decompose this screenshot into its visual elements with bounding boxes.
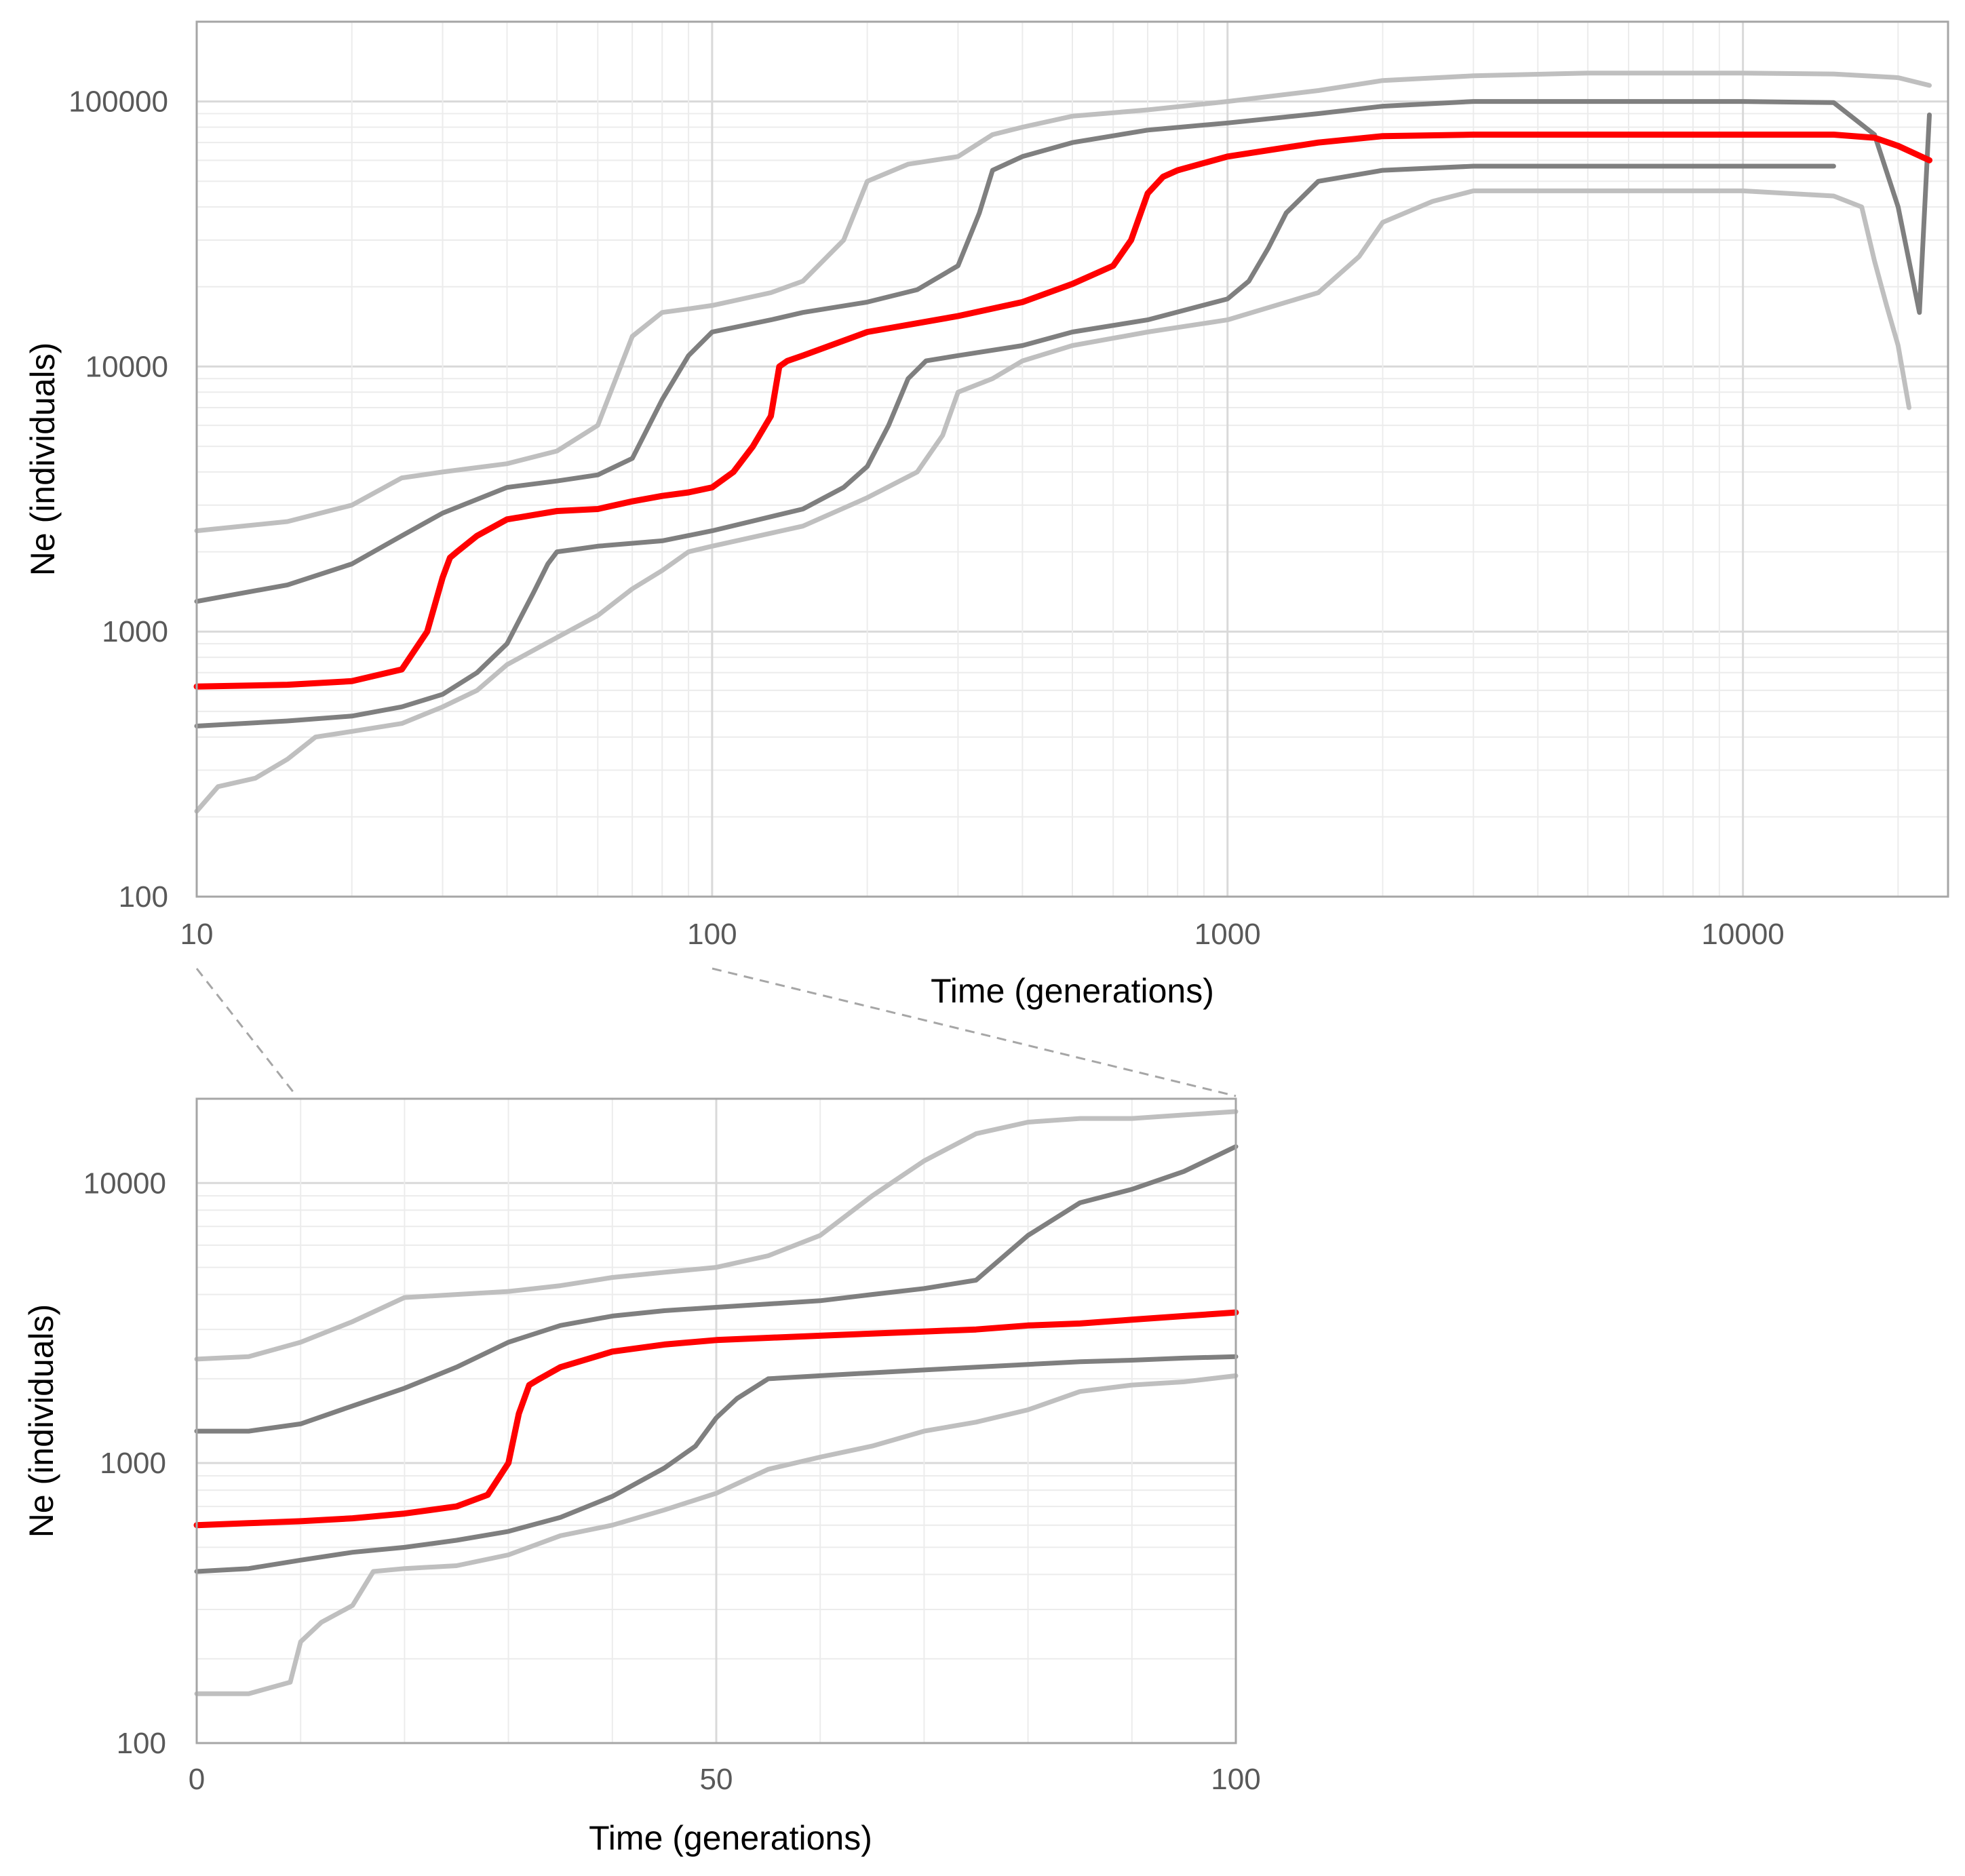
top-series-median	[193, 132, 1932, 690]
bottom-series-lower-bound-inner	[194, 1354, 1239, 1574]
bottom-plot-frame	[195, 1097, 1237, 1744]
bottom-y-tick-label: 100	[117, 1727, 166, 1760]
top-series-lower-bound-outer	[194, 188, 1911, 814]
zoom-connector-right	[712, 967, 1237, 1097]
top-y-tick-label: 1000	[102, 615, 168, 648]
top-x-axis-title: Time (generations)	[931, 972, 1214, 1010]
bottom-series-lower-bound-outer	[194, 1373, 1239, 1696]
top-x-tick-label: 10000	[1701, 918, 1784, 951]
top-y-axis-title: Ne (individuals)	[24, 343, 62, 577]
bottom-x-tick-label: 100	[1211, 1763, 1260, 1796]
top-chart: 10 100 1000 10000 100 1000 10000 100000 Time (…	[24, 20, 1949, 1010]
top-series-upper-bound-outer	[194, 71, 1932, 534]
top-y-tick-label: 100	[119, 880, 168, 914]
top-x-tick-labels: 10 100 1000 10000	[180, 918, 1785, 951]
top-gridlines	[195, 21, 1948, 898]
top-y-tick-label: 100000	[69, 85, 168, 119]
bottom-x-tick-label: 50	[700, 1763, 733, 1796]
bottom-x-axis-title: Time (generations)	[589, 1819, 872, 1857]
top-y-tick-label: 10000	[85, 350, 168, 383]
top-x-tick-label: 100	[687, 918, 737, 951]
bottom-x-tick-labels: 0 50 100	[189, 1763, 1261, 1796]
bottom-y-tick-label: 10000	[83, 1167, 166, 1200]
bottom-series-lines	[193, 1109, 1239, 1696]
zoom-connector-left	[195, 968, 298, 1097]
top-series-upper-bound-inner	[194, 99, 1932, 604]
top-series-lines	[193, 71, 1932, 814]
top-x-tick-label: 10	[180, 918, 214, 951]
bottom-series-upper-bound-outer	[194, 1109, 1239, 1362]
bottom-chart: 0 50 100 100 1000 10000 Time (generations) N…	[22, 1097, 1261, 1857]
bottom-y-tick-label: 1000	[100, 1447, 166, 1480]
bottom-x-tick-label: 0	[189, 1763, 205, 1796]
top-series-lower-bound-inner	[194, 163, 1836, 728]
bottom-y-axis-title: Ne (individuals)	[22, 1304, 60, 1538]
bottom-series-upper-bound-inner	[194, 1144, 1239, 1434]
bottom-y-tick-labels: 100 1000 10000	[83, 1167, 166, 1760]
top-x-tick-label: 1000	[1194, 918, 1261, 951]
top-y-tick-labels: 100 1000 10000 100000	[69, 85, 168, 914]
bottom-series-median	[193, 1309, 1239, 1529]
top-plot-frame	[195, 20, 1949, 898]
